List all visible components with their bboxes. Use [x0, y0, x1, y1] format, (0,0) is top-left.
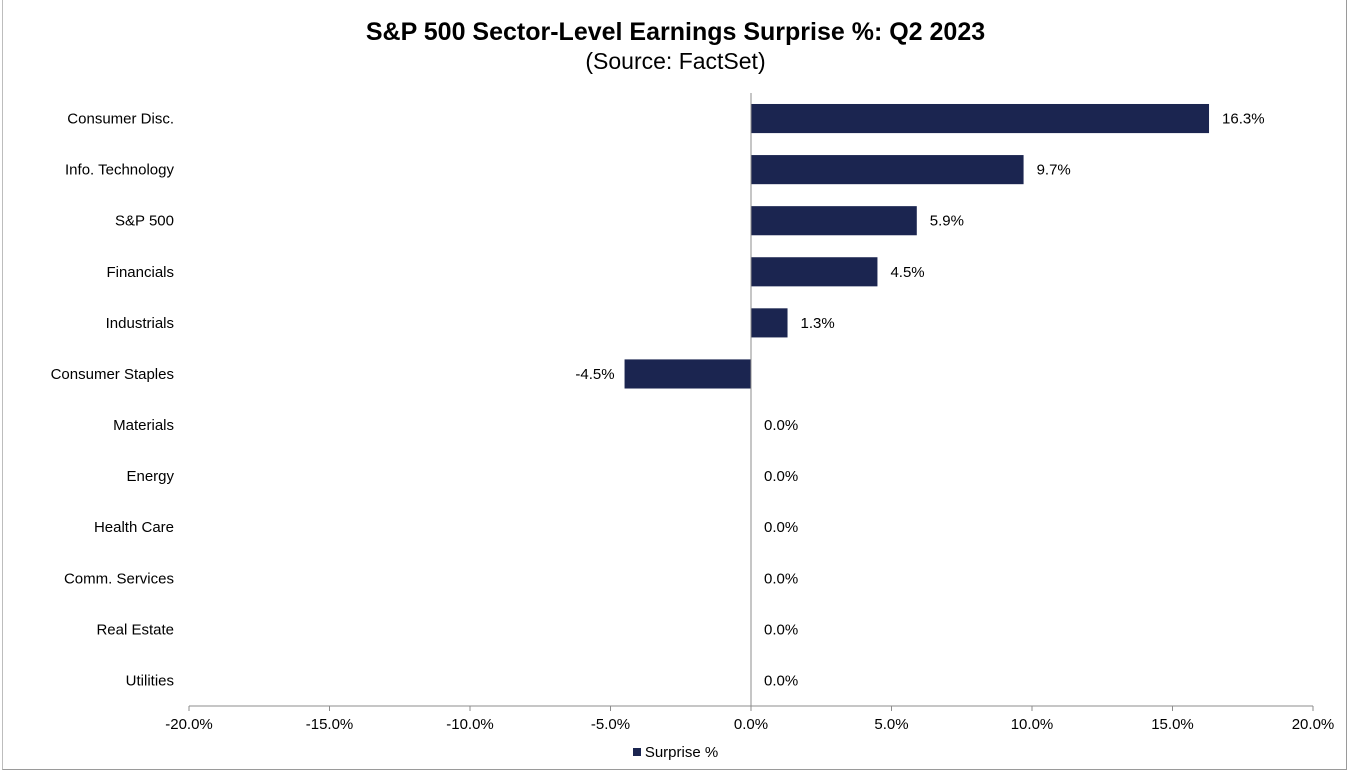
category-label: Comm. Services [64, 570, 174, 587]
data-label: 0.0% [764, 570, 798, 587]
category-label: Financials [106, 264, 174, 281]
data-label: 4.5% [890, 264, 924, 281]
data-label: 0.0% [764, 468, 798, 485]
category-label: S&P 500 [115, 213, 174, 230]
data-label: 0.0% [764, 672, 798, 689]
category-label: Health Care [94, 519, 174, 536]
legend-label: Surprise % [644, 744, 719, 761]
category-label: Utilities [126, 672, 174, 689]
data-label: -4.5% [575, 366, 614, 383]
x-tick-label: 0.0% [734, 716, 768, 733]
category-label: Consumer Disc. [67, 111, 174, 128]
data-label: 16.3% [1222, 111, 1265, 128]
data-label: 0.0% [764, 417, 798, 434]
x-tick-label: 15.0% [1151, 716, 1194, 733]
x-tick-label: -10.0% [446, 716, 494, 733]
bar [751, 206, 917, 236]
category-label: Real Estate [96, 621, 174, 638]
category-label: Materials [113, 417, 174, 434]
x-tick-label: 5.0% [874, 716, 908, 733]
bar [751, 257, 878, 287]
category-label: Industrials [106, 315, 174, 332]
bar [751, 103, 1210, 134]
data-label: 0.0% [764, 519, 798, 536]
x-tick-label: 10.0% [1011, 716, 1054, 733]
category-label: Info. Technology [65, 162, 174, 179]
bar [624, 359, 751, 389]
x-tick-label: 20.0% [1292, 716, 1335, 733]
x-tick-label: -5.0% [591, 716, 630, 733]
category-label: Energy [126, 468, 174, 485]
category-label: Consumer Staples [51, 366, 174, 383]
x-tick-label: -15.0% [306, 716, 354, 733]
chart-subtitle: (Source: FactSet) [585, 48, 766, 74]
bar [751, 308, 788, 338]
data-label: 1.3% [801, 315, 835, 332]
legend-swatch [632, 748, 641, 756]
data-label: 9.7% [1037, 162, 1071, 179]
chart-title: S&P 500 Sector-Level Earnings Surprise %… [365, 18, 986, 46]
data-label: 0.0% [764, 621, 798, 638]
x-tick-label: -20.0% [165, 716, 213, 733]
data-label: 5.9% [930, 213, 964, 230]
bar [751, 155, 1024, 185]
legend: Surprise % [0, 744, 1351, 761]
